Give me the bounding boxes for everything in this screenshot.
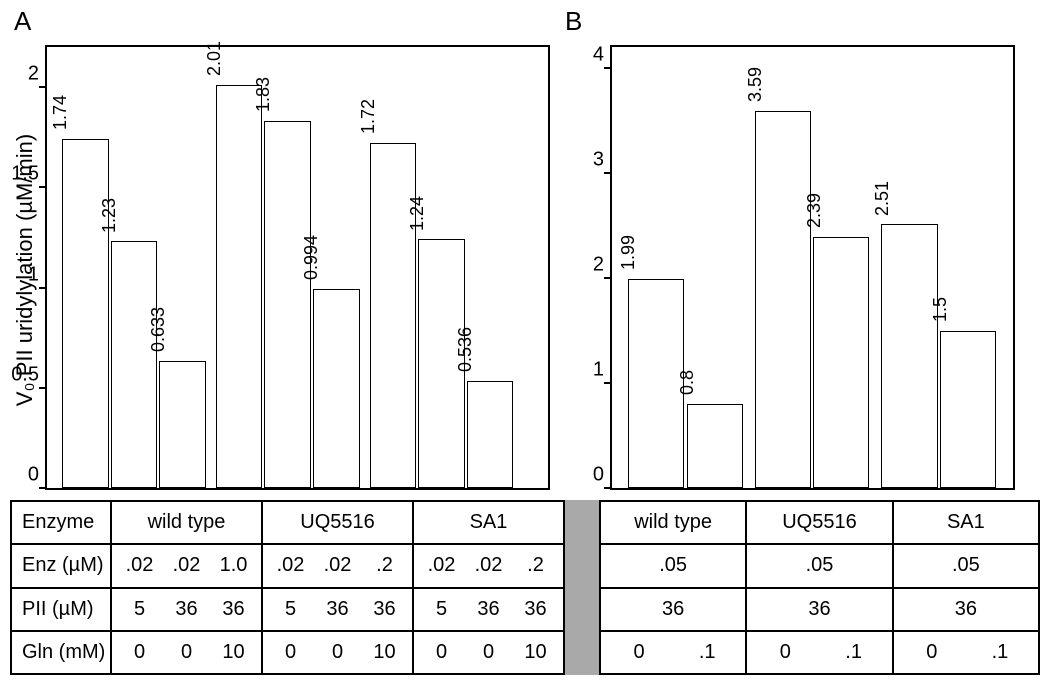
ytick [604, 172, 612, 174]
table-cell: .02.021.0 [111, 544, 262, 587]
bar-value-label: 1.24 [407, 196, 428, 231]
ytick [39, 186, 47, 188]
ytick-label: 1 [564, 359, 604, 382]
bar [62, 139, 109, 488]
ytick-label: 0.5 [0, 363, 39, 386]
ytick-label: 0 [564, 464, 604, 487]
ytick [39, 387, 47, 389]
bar [467, 381, 514, 488]
bar-value-label: 2.01 [204, 41, 225, 76]
figure-root: { "panelA": { "label": "A", "ylabel": "V… [10, 10, 1040, 685]
table-cell: 36 [893, 588, 1039, 631]
table-cell: 53636 [111, 588, 262, 631]
bar [628, 279, 684, 488]
group-header: wild type [111, 501, 262, 544]
bar [313, 289, 360, 488]
bar-value-label: 0.536 [455, 327, 476, 372]
ytick-label: 3 [564, 149, 604, 172]
table-cell: 0010 [413, 631, 564, 674]
ytick-label: 1 [0, 263, 39, 286]
bar [216, 85, 263, 488]
panel-A-label: A [14, 6, 31, 37]
bar-value-label: 2.51 [872, 181, 893, 216]
bar-value-label: 1.74 [50, 95, 71, 130]
bar [111, 241, 158, 488]
panel-A-chartwrap: V₀ PII uridylylation (µM/min) 1.741.230.… [10, 40, 565, 500]
group-header: SA1 [893, 501, 1039, 544]
ytick-label: 1.5 [0, 163, 39, 186]
data-table: Enzymewild typeUQ5516SA1Enz (µM).02.021.… [10, 500, 1040, 675]
bar [687, 404, 743, 488]
table-cell: 0.1 [746, 631, 893, 674]
panel-B: B 1.990.83.592.392.511.5 01234 [565, 10, 1040, 500]
bar-value-label: 1.5 [930, 297, 951, 322]
table-cell: .05 [600, 544, 746, 587]
chart-A: 1.741.230.6332.011.830.9941.721.240.536 … [45, 45, 550, 490]
bar [881, 224, 937, 488]
ytick [39, 287, 47, 289]
ytick-label: 0 [0, 464, 39, 487]
row-header: Enzyme [11, 501, 111, 544]
ytick-label: 4 [564, 44, 604, 67]
plot-area-A: 1.741.230.6332.011.830.9941.721.240.536 [47, 47, 548, 488]
ytick [604, 487, 612, 489]
ytick-label: 2 [564, 254, 604, 277]
table-A: Enzymewild typeUQ5516SA1 Enz (µM).02.021.… [10, 500, 565, 675]
panel-B-label: B [565, 6, 582, 37]
table-cell: 36 [600, 588, 746, 631]
ytick-label: 2 [0, 63, 39, 86]
bar-value-label: 3.59 [745, 67, 766, 102]
table-cell: 36 [746, 588, 893, 631]
bar [813, 237, 869, 488]
table-cell: .02.02.2 [413, 544, 564, 587]
panel-B-chartwrap: 1.99 0.8 3.59 2.39 2.51 1.5 0 1 2 3 4 [565, 40, 1040, 500]
panel-A: A V₀ PII uridylylation (µM/min) 1.741.23… [10, 10, 565, 500]
plot-area-B: 1.99 0.8 3.59 2.39 2.51 1.5 [612, 47, 1013, 488]
table-cell: 0.1 [600, 631, 746, 674]
bar [159, 361, 206, 488]
ytick [39, 487, 47, 489]
bar-value-label: 1.72 [358, 99, 379, 134]
bar [755, 111, 811, 488]
ytick [604, 277, 612, 279]
table-cell: .05 [746, 544, 893, 587]
bar-value-label: 0.8 [677, 370, 698, 395]
ytick [604, 67, 612, 69]
bar-value-label: 0.633 [148, 307, 169, 352]
bar [940, 331, 996, 489]
bar [264, 121, 311, 488]
table-cell: 0010 [111, 631, 262, 674]
chart-panels: A V₀ PII uridylylation (µM/min) 1.741.23… [10, 10, 1040, 500]
row-header: Enz (µM) [11, 544, 111, 587]
row-header: Gln (mM) [11, 631, 111, 674]
row-header: PII (µM) [11, 588, 111, 631]
bar-value-label: 1.99 [618, 235, 639, 270]
table-cell: 53636 [262, 588, 413, 631]
group-header: UQ5516 [746, 501, 893, 544]
table-divider [565, 500, 599, 675]
table-cell: 0.1 [893, 631, 1039, 674]
table-B: wild typeUQ5516SA1.05.05.053636360.10.10… [599, 500, 1040, 675]
bar-value-label: 2.39 [804, 193, 825, 228]
table-cell: 0010 [262, 631, 413, 674]
table-cell: 53636 [413, 588, 564, 631]
bar-value-label: 0.994 [301, 235, 322, 280]
ytick [604, 382, 612, 384]
table-cell: .02.02.2 [262, 544, 413, 587]
table-cell: .05 [893, 544, 1039, 587]
group-header: SA1 [413, 501, 564, 544]
chart-B: 1.990.83.592.392.511.5 01234 [610, 45, 1015, 490]
ytick [39, 86, 47, 88]
bar-value-label: 1.83 [253, 77, 274, 112]
group-header: wild type [600, 501, 746, 544]
bar [370, 143, 417, 488]
group-header: UQ5516 [262, 501, 413, 544]
bar-value-label: 1.23 [99, 198, 120, 233]
